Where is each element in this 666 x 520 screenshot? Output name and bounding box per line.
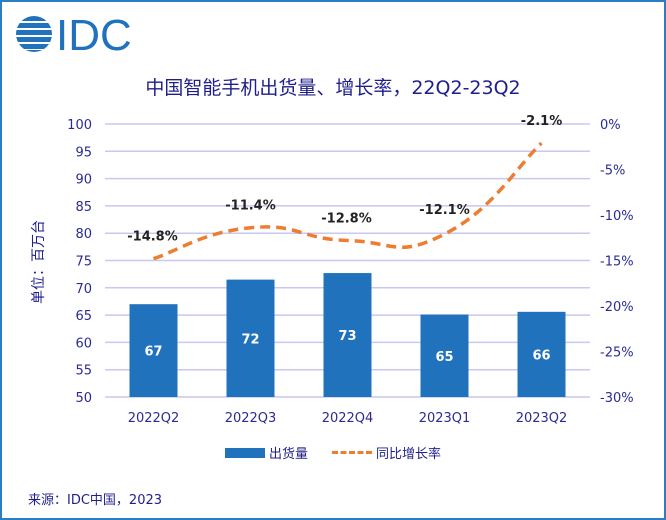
y-tick-label: 60 [75, 336, 92, 351]
bar [517, 311, 566, 397]
bar-data-label: 65 [435, 350, 453, 365]
y-tick-label: 55 [75, 364, 92, 379]
growth-line [152, 141, 543, 261]
y2-tick-label: -10% [600, 209, 634, 224]
chart-title: 中国智能手机出货量、增长率，22Q2-23Q2 [145, 77, 521, 99]
y-tick-label: 65 [75, 309, 92, 324]
y-tick-label: 70 [75, 282, 92, 297]
y2-tick-label: 0% [600, 118, 621, 133]
bar [323, 273, 372, 397]
y-tick-label: 95 [75, 145, 92, 160]
line-data-label: -12.8% [321, 211, 372, 226]
legend-label-growth: 同比增长率 [376, 447, 442, 462]
x-tick-label: 2022Q4 [322, 411, 374, 426]
y2-tick-label: -30% [600, 391, 634, 406]
y2-tick-label: -20% [600, 300, 634, 315]
idc-logo: IDC [14, 11, 144, 60]
x-tick-label: 2022Q2 [128, 411, 180, 426]
source-note: 来源：IDC中国，2023 [28, 493, 163, 508]
bar-data-label: 73 [338, 329, 356, 344]
legend-line-swatch [332, 451, 372, 454]
y2-tick-label: -5% [600, 164, 625, 179]
line-data-label: -2.1% [521, 114, 562, 129]
y-tick-label: 90 [75, 173, 92, 188]
y2-tick-label: -25% [600, 346, 634, 361]
legend-bar-swatch [224, 447, 265, 458]
bar-data-label: 67 [144, 345, 162, 360]
bar [420, 314, 469, 397]
x-tick-label: 2023Q1 [419, 411, 471, 426]
bar [129, 304, 178, 397]
y-tick-label: 85 [75, 200, 92, 215]
legend-label-shipments: 出货量 [268, 447, 308, 462]
bar [226, 279, 275, 397]
legend: 出货量 同比增长率 [0, 443, 666, 462]
x-tick-label: 2023Q2 [516, 411, 568, 426]
line-data-label: -14.8% [127, 230, 178, 245]
y-tick-label: 50 [75, 391, 92, 406]
bar-data-label: 66 [532, 348, 550, 363]
line-data-label: -12.1% [419, 203, 470, 218]
bar-data-label: 72 [241, 332, 259, 347]
y-tick-label: 75 [75, 255, 92, 270]
y-tick-label: 100 [67, 118, 92, 133]
line-data-label: -11.4% [225, 199, 276, 214]
y-tick-label: 80 [75, 227, 92, 242]
logo-text: IDC [56, 12, 132, 56]
y2-tick-label: -15% [600, 255, 634, 270]
x-tick-label: 2022Q3 [225, 411, 277, 426]
